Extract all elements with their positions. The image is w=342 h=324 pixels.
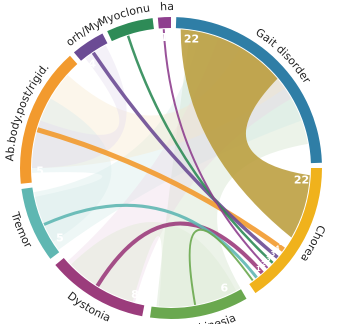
count-chorea: 22 bbox=[294, 173, 309, 186]
chord-dystonia-chorea bbox=[95, 221, 264, 287]
chord-tremor-chorea bbox=[43, 203, 258, 279]
chord-brady-chorea bbox=[188, 228, 254, 306]
arc-brady bbox=[149, 289, 247, 319]
chord-akhat-chorea bbox=[162, 29, 269, 269]
chorea-stack-count: 1 bbox=[256, 265, 261, 273]
count-akhat: 1 bbox=[160, 31, 168, 44]
count-brady: 6 bbox=[220, 282, 228, 295]
chord-arcs bbox=[20, 17, 322, 319]
arc-tremor bbox=[21, 187, 60, 259]
count-tremor: 5 bbox=[56, 231, 64, 244]
chorea-stack-count: 2 bbox=[261, 260, 266, 268]
chorea-stack-count: 5 bbox=[279, 239, 284, 247]
arc-myoclonus bbox=[107, 18, 154, 42]
arc-gait bbox=[175, 17, 322, 164]
chord-myoclonus-chorea bbox=[126, 35, 274, 264]
count-gait: 22 bbox=[184, 33, 199, 46]
chorea-stack-count: 4 bbox=[275, 245, 280, 253]
chord-abbody-chorea bbox=[36, 127, 285, 252]
arc-abbody bbox=[20, 55, 78, 184]
count-myorh: 4 bbox=[88, 57, 96, 70]
arc-myorh bbox=[73, 33, 108, 61]
count-dystonia: 8 bbox=[131, 288, 139, 301]
arc-akhat bbox=[157, 17, 171, 29]
chorea-stack-count: 3 bbox=[270, 250, 275, 258]
chord-links bbox=[31, 29, 310, 307]
label-myorh: Myorh/Myok bbox=[0, 0, 103, 49]
ribbon-gait-chorea bbox=[180, 29, 310, 238]
arc-dystonia bbox=[55, 257, 145, 317]
count-myoclonus: 3 bbox=[120, 40, 128, 53]
arc-chorea bbox=[249, 168, 322, 294]
chorea-stack-count: 3 bbox=[266, 255, 271, 263]
count-abbody: 5 bbox=[36, 164, 44, 177]
chord-myorh-chorea bbox=[91, 51, 279, 259]
ribbon-brady-dystonia bbox=[71, 222, 237, 307]
